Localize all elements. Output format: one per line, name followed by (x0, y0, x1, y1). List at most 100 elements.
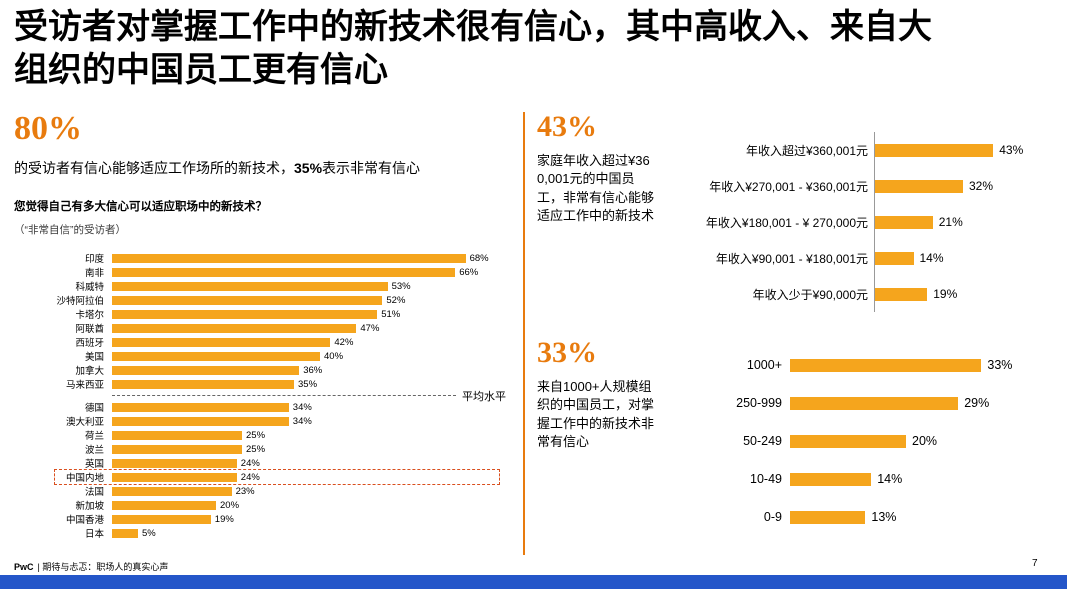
bar-value: 29% (964, 396, 990, 410)
bar-track: 32% (874, 168, 1060, 204)
bar (875, 143, 994, 157)
page-number: 7 (1032, 558, 1038, 569)
bar (112, 253, 466, 263)
bar (112, 267, 456, 277)
bar-track: 68% (112, 251, 506, 265)
bar-track: 19% (874, 276, 1060, 312)
bar-label: 50-249 (743, 434, 782, 448)
bar-row: 50-249 20% (700, 422, 1064, 460)
bar-track: 33% (790, 346, 1064, 384)
page-title-line2: 组织的中国员工更有信心 (14, 50, 388, 89)
bar-row: 荷兰 25% (14, 428, 506, 443)
stat-43-desc: 家庭年收入超过¥360,001元的中国员工，非常有信心能够适应工作中的新技术 (537, 153, 655, 224)
bar-label: 印度 (84, 254, 104, 265)
bar (112, 309, 378, 319)
bar-label: 德国 (84, 403, 104, 414)
bar-row: 0-9 13% (700, 498, 1064, 536)
bar-track: 21% (874, 204, 1060, 240)
bar-label: 西班牙 (75, 338, 104, 349)
bar-label: 年收入¥180,001 - ¥ 270,000元 (705, 215, 868, 230)
bar-row: 科威特 53% (14, 279, 506, 294)
income-chart: 年收入超过¥360,001元 43% 年收入¥270,001 - ¥360,001元… (656, 132, 1060, 312)
bar (875, 215, 933, 229)
bar-label: 年收入¥270,001 - ¥360,001元 (709, 179, 868, 194)
bar-row: 沙特阿拉伯 52% (14, 293, 506, 308)
bar-value: 13% (871, 510, 897, 524)
bar-track: 13% (790, 498, 1064, 536)
bar-track: 47% (112, 321, 506, 335)
bar-label: 科威特 (75, 282, 104, 293)
bar-row: 澳大利亚 34% (14, 414, 506, 429)
bar (790, 358, 982, 372)
bar-value: 25% (246, 443, 266, 455)
bar-value: 21% (938, 215, 963, 229)
bar-row: 美国 40% (14, 349, 506, 364)
footer-subtitle: | 期待与忐忑：职场人的真实心声 (37, 562, 169, 572)
bar-value: 43% (999, 143, 1024, 157)
bar-value: 14% (919, 251, 944, 265)
bar-row: 1000+ 33% (700, 346, 1064, 384)
bar-value: 32% (969, 179, 994, 193)
average-dash (112, 395, 456, 396)
bar-label: 年收入超过¥360,001元 (745, 143, 868, 158)
bar (112, 416, 289, 426)
bar-value: 53% (391, 280, 411, 292)
bar-row: 中国香港 19% (14, 512, 506, 527)
bar-row: 德国 34% (14, 400, 506, 415)
bar-label: 卡塔尔 (75, 310, 104, 321)
bar-row: 法国 23% (14, 484, 506, 499)
bar-track: 52% (112, 293, 506, 307)
bar-track: 34% (112, 400, 506, 414)
bar-label: 1000+ (746, 358, 782, 372)
bar-track: 23% (112, 484, 506, 498)
bar (112, 379, 294, 389)
bar-label: 英国 (84, 459, 104, 470)
page-title: 受访者对掌握工作中的新技术很有信心，其中高收入、来自大 组织的中国员工更有信心 (14, 6, 1034, 91)
bar-track: 24% (112, 470, 506, 484)
bar-value: 20% (220, 499, 240, 511)
bar-label: 日本 (84, 529, 104, 540)
bar-value: 19% (214, 513, 234, 525)
stat-80-desc-pre: 的受访者有信心能够适应工作场所的新技术， (14, 160, 294, 176)
bar (112, 528, 138, 538)
bar-value: 25% (246, 429, 266, 441)
average-label: 平均水平 (462, 390, 506, 403)
bar-label: 0-9 (763, 510, 782, 524)
bar-row: 中国内地 24% (14, 469, 506, 485)
stat-33: 33% (537, 336, 597, 369)
bar-label: 中国香港 (65, 515, 104, 526)
bar-track: 51% (112, 307, 506, 321)
bar-label: 新加坡 (75, 501, 104, 512)
stat-80-desc: 的受访者有信心能够适应工作场所的新技术，35%表示非常有信心 (14, 158, 514, 178)
bar-value: 52% (386, 294, 406, 306)
bar-row: 10-49 14% (700, 460, 1064, 498)
bar-row: 年收入¥270,001 - ¥360,001元 32% (656, 168, 1060, 204)
bar-value: 34% (292, 415, 312, 427)
bar-row: 加拿大 36% (14, 363, 506, 378)
pwc-logo-text: PwC (14, 562, 34, 572)
countries-section: 80% 的受访者有信心能够适应工作场所的新技术，35%表示非常有信心 您觉得自己… (14, 112, 514, 541)
bar-value: 24% (240, 471, 260, 483)
bar-track: 35% (112, 377, 506, 391)
bar-track: 20% (790, 422, 1064, 460)
bar-track: 24% (112, 456, 506, 470)
taskbar[interactable] (0, 575, 1067, 589)
average-line: 平均水平 (112, 391, 506, 403)
bar-label: 阿联酋 (75, 324, 104, 335)
chart-question: 您觉得自己有多大信心可以适应职场中的新技术？ (14, 201, 267, 213)
income-section: 43% 家庭年收入超过¥360,001元的中国员工，非常有信心能够适应工作中的新… (537, 112, 657, 226)
bar-row: 250-999 29% (700, 384, 1064, 422)
bar-label: 年收入少于¥90,000元 (752, 287, 868, 302)
bar-label: 美国 (84, 352, 104, 363)
page-title-line1: 受访者对掌握工作中的新技术很有信心，其中高收入、来自大 (14, 8, 932, 46)
bar-track: 40% (112, 349, 506, 363)
bar (112, 365, 300, 375)
bar-label: 法国 (84, 487, 104, 498)
bar-row: 波兰 25% (14, 442, 506, 457)
bar-track: 36% (112, 363, 506, 377)
bar (112, 486, 232, 496)
bar-row: 卡塔尔 51% (14, 307, 506, 322)
bar-track: 5% (112, 526, 506, 540)
bar-label: 沙特阿拉伯 (56, 296, 104, 307)
